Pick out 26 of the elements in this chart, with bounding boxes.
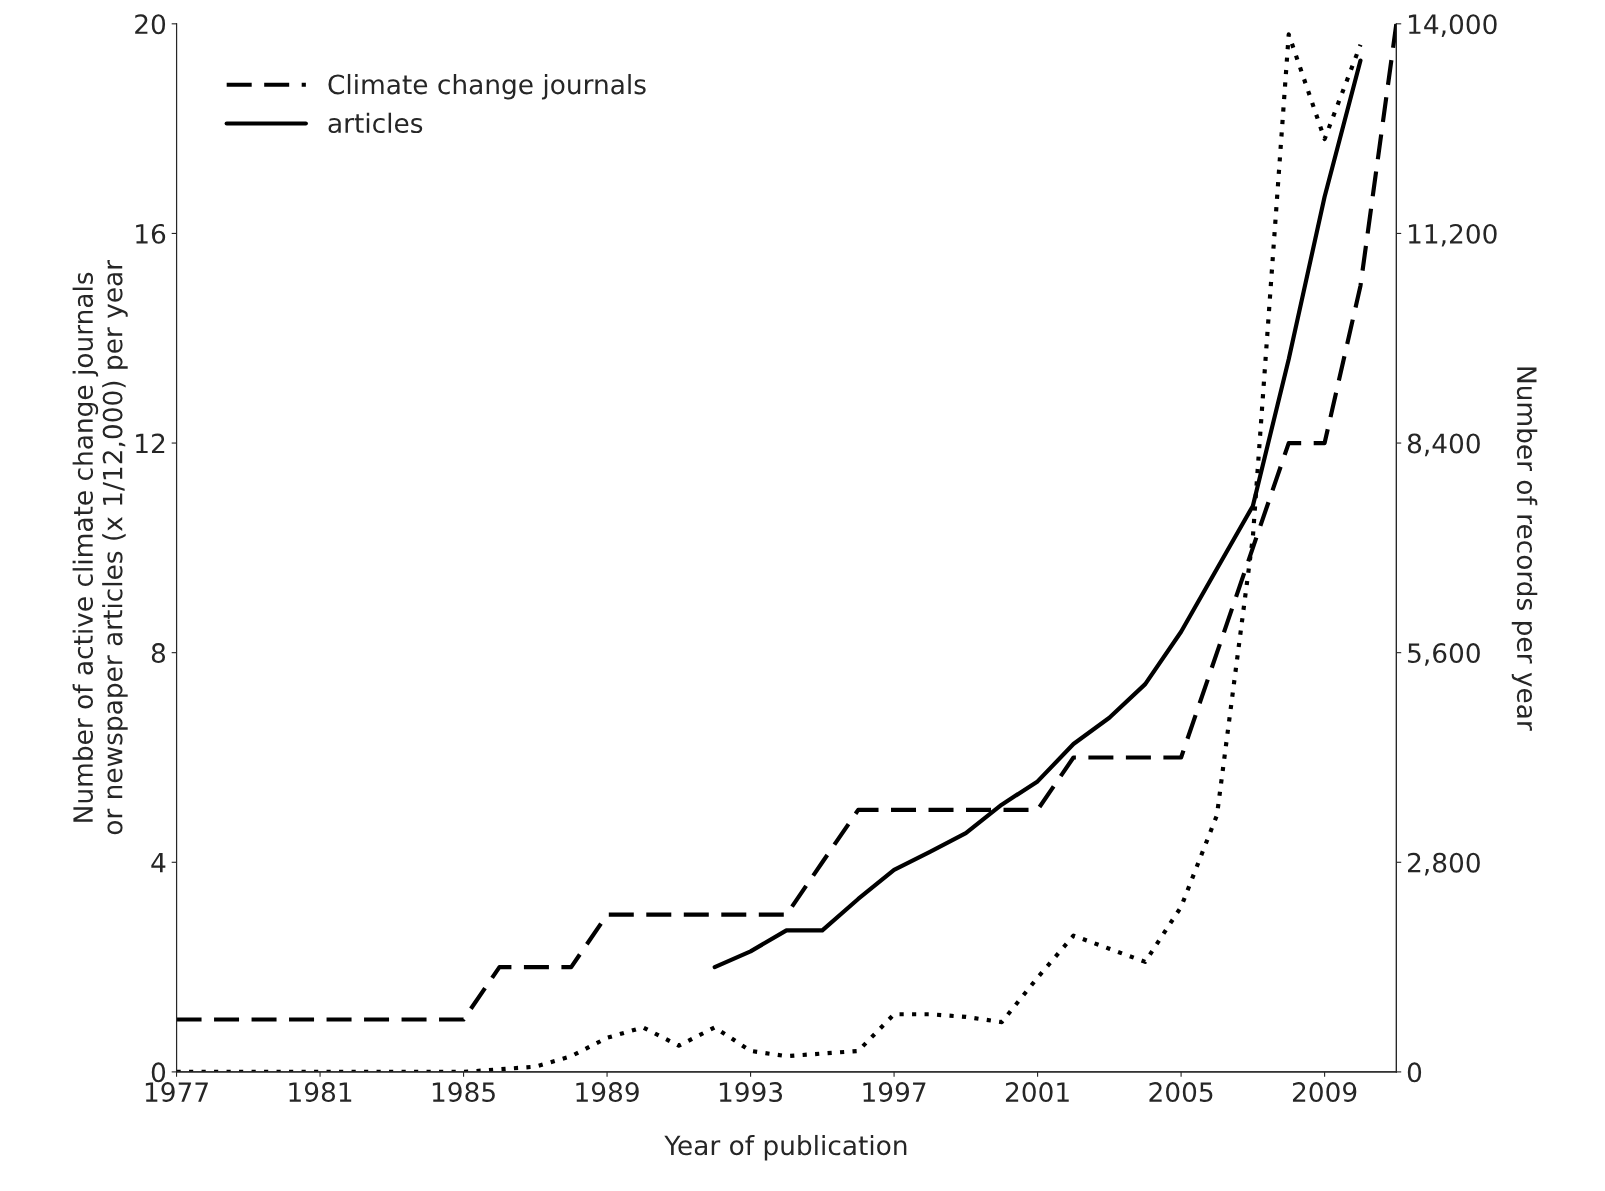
y-tick-label: 4 xyxy=(151,853,166,873)
x-tick-label: 2005 xyxy=(1149,1082,1213,1103)
x-tick-label: 2009 xyxy=(1292,1082,1357,1103)
x-tick-label: 1993 xyxy=(719,1082,783,1103)
y2-tick-label: 8,400 xyxy=(1407,433,1480,457)
y-tick-label: 8 xyxy=(151,643,166,664)
y-tick-label: 0 xyxy=(151,1062,166,1083)
y2-tick-label: 5,600 xyxy=(1408,643,1480,666)
x-tick-label: 1989 xyxy=(576,1082,639,1103)
x-axis-title: Year of publication xyxy=(664,1134,907,1161)
x-tick-label: 1985 xyxy=(432,1082,495,1103)
x-tick-label: 1977 xyxy=(145,1082,208,1103)
y-tick-label: 20 xyxy=(135,14,166,35)
x-tick-label: 1981 xyxy=(289,1082,352,1103)
y-tick-label: 16 xyxy=(136,223,166,244)
y2-tick-label: 14,000 xyxy=(1408,14,1497,37)
y2-tick-label: 2,800 xyxy=(1408,852,1480,876)
y2-tick-label: 0 xyxy=(1407,1062,1422,1083)
x-tick-label: 2001 xyxy=(1005,1082,1069,1103)
legend-label: articles xyxy=(328,112,423,134)
y2-tick-label: 11,200 xyxy=(1408,223,1497,247)
x-tick-label: 1997 xyxy=(863,1082,926,1103)
legend-label: Climate change journals xyxy=(328,73,646,100)
y2-axis-title: Number of records per year xyxy=(1511,367,1538,731)
y-tick-label: 12 xyxy=(136,433,165,454)
y-axis-title: Number of active climate change journals or newspaper articles (x 1/12,000) per year xyxy=(72,259,128,835)
